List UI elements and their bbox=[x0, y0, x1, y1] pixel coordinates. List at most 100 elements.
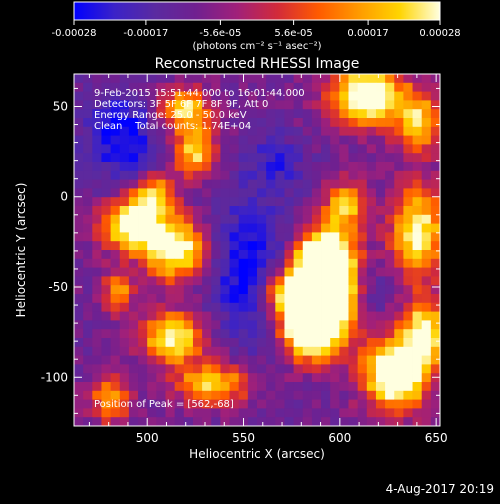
heatmap-cell bbox=[330, 373, 340, 383]
heatmap-cell bbox=[202, 162, 212, 172]
heatmap-cell bbox=[238, 144, 249, 154]
heatmap-cell bbox=[156, 417, 166, 426]
heatmap-cell bbox=[192, 250, 203, 260]
heatmap-cell bbox=[366, 364, 377, 374]
heatmap-cell bbox=[92, 267, 102, 277]
heatmap-cell bbox=[284, 382, 294, 392]
heatmap-cell bbox=[211, 153, 221, 163]
heatmap-cell bbox=[119, 241, 130, 251]
heatmap-cell bbox=[101, 135, 111, 145]
heatmap-cell bbox=[147, 267, 157, 277]
heatmap-cell bbox=[174, 109, 185, 119]
heatmap-cell bbox=[257, 294, 267, 304]
heatmap-cell bbox=[174, 346, 185, 356]
heatmap-cell bbox=[311, 118, 322, 128]
heatmap-cell bbox=[275, 408, 285, 418]
heatmap-cell bbox=[321, 408, 331, 418]
heatmap-cell bbox=[321, 258, 331, 268]
heatmap-cell bbox=[183, 338, 194, 348]
heatmap-cell bbox=[92, 390, 102, 400]
heatmap-cell bbox=[192, 408, 203, 418]
heatmap-cell bbox=[165, 355, 176, 365]
heatmap-cell bbox=[156, 399, 166, 409]
heatmap-cell bbox=[321, 126, 331, 136]
heatmap-cell bbox=[412, 346, 423, 356]
heatmap-cell bbox=[101, 126, 111, 136]
heatmap-cell bbox=[247, 320, 258, 330]
heatmap-cell bbox=[421, 214, 432, 224]
heatmap-cell bbox=[266, 82, 276, 92]
heatmap-cell bbox=[211, 373, 221, 383]
heatmap-cell bbox=[202, 346, 212, 356]
heatmap-cell bbox=[375, 258, 386, 268]
heatmap-cell bbox=[128, 153, 139, 163]
heatmap-cell bbox=[266, 408, 276, 418]
heatmap-cell bbox=[311, 338, 322, 348]
heatmap-cell bbox=[192, 74, 203, 84]
heatmap-cell bbox=[394, 302, 404, 312]
heatmap-cell bbox=[403, 197, 413, 207]
heatmap-cell bbox=[101, 179, 111, 189]
heatmap-cell bbox=[321, 214, 331, 224]
heatmap-cell bbox=[266, 91, 276, 101]
heatmap-cell bbox=[183, 100, 194, 110]
heatmap-cell bbox=[238, 267, 249, 277]
heatmap-cell bbox=[74, 188, 84, 198]
heatmap-cell bbox=[257, 126, 267, 136]
heatmap-cell bbox=[138, 135, 148, 145]
heatmap-cell bbox=[403, 382, 413, 392]
heatmap-cell bbox=[275, 294, 285, 304]
heatmap-cell bbox=[302, 153, 313, 163]
heatmap-cell bbox=[348, 214, 359, 224]
heatmap-cell bbox=[119, 144, 130, 154]
heatmap-cell bbox=[183, 390, 194, 400]
heatmap-cell bbox=[192, 153, 203, 163]
heatmap-cell bbox=[339, 329, 349, 339]
heatmap-cell bbox=[183, 170, 194, 180]
heatmap-cell bbox=[293, 382, 304, 392]
heatmap-cell bbox=[83, 135, 93, 145]
y-tick-label: -50 bbox=[48, 280, 68, 294]
heatmap-cell bbox=[192, 373, 203, 383]
heatmap-cell bbox=[247, 390, 258, 400]
heatmap-cell bbox=[412, 382, 423, 392]
heatmap-cell bbox=[403, 355, 413, 365]
heatmap-cell bbox=[330, 346, 340, 356]
heatmap-cell bbox=[138, 320, 148, 330]
heatmap-cell bbox=[293, 179, 304, 189]
heatmap-cell bbox=[293, 74, 304, 84]
heatmap-cell bbox=[275, 355, 285, 365]
heatmap-cell bbox=[83, 214, 93, 224]
heatmap-cell bbox=[128, 346, 139, 356]
heatmap-cell bbox=[366, 355, 377, 365]
heatmap-cell bbox=[183, 153, 194, 163]
heatmap-cell bbox=[357, 390, 368, 400]
colorbar-units-label: (photons cm⁻² s⁻¹ asec⁻²) bbox=[192, 41, 321, 52]
heatmap-cell bbox=[247, 232, 258, 242]
heatmap-cell bbox=[357, 223, 368, 233]
heatmap-cell bbox=[348, 170, 359, 180]
heatmap-cell bbox=[156, 302, 166, 312]
heatmap-cell bbox=[128, 267, 139, 277]
heatmap-cell bbox=[375, 153, 386, 163]
heatmap-cell bbox=[266, 179, 276, 189]
heatmap-cell bbox=[147, 170, 157, 180]
heatmap-cell bbox=[183, 302, 194, 312]
heatmap-cell bbox=[202, 91, 212, 101]
heatmap-cell bbox=[275, 118, 285, 128]
heatmap-cell bbox=[311, 250, 322, 260]
heatmap-cell bbox=[211, 179, 221, 189]
heatmap-cell bbox=[128, 241, 139, 251]
heatmap-cell bbox=[211, 258, 221, 268]
heatmap-cell bbox=[101, 109, 111, 119]
heatmap-cell bbox=[357, 338, 368, 348]
heatmap-cell bbox=[348, 382, 359, 392]
heatmap-cell bbox=[220, 390, 230, 400]
heatmap-cell bbox=[311, 197, 322, 207]
heatmap-cell bbox=[211, 364, 221, 374]
heatmap-cell bbox=[357, 232, 368, 242]
heatmap-cell bbox=[119, 417, 130, 426]
heatmap-cell bbox=[284, 399, 294, 409]
heatmap-cell bbox=[156, 170, 166, 180]
heatmap-cell bbox=[110, 135, 121, 145]
